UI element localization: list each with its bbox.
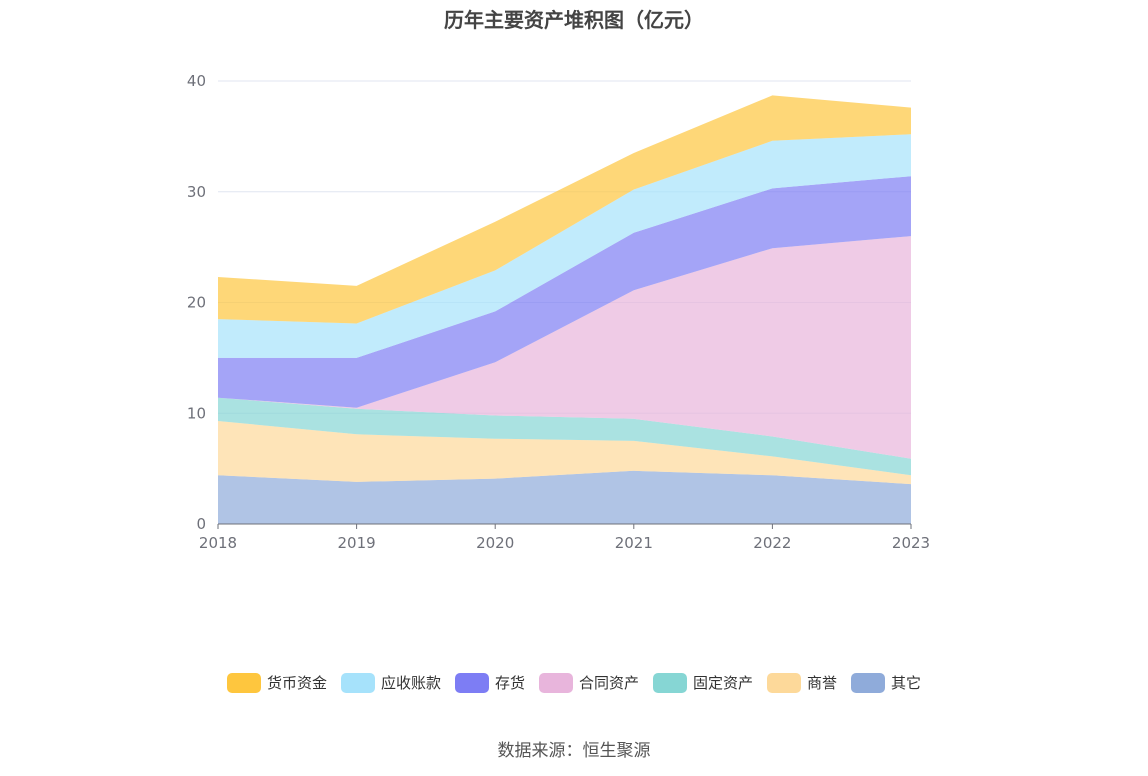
- y-tick-label: 40: [187, 72, 206, 90]
- x-tick-label: 2020: [476, 534, 514, 552]
- legend-item[interactable]: 商誉: [767, 672, 837, 693]
- legend-swatch: [767, 672, 802, 693]
- legend-item[interactable]: 合同资产: [538, 672, 639, 693]
- legend-swatch: [454, 672, 489, 693]
- legend-item[interactable]: 其它: [851, 672, 921, 693]
- area-series-1: [218, 421, 911, 485]
- legend-swatch: [653, 672, 687, 693]
- area-series-4: [218, 176, 911, 408]
- chart-title: 历年主要资产堆积图（亿元）: [444, 8, 704, 32]
- chart-legend: 货币资金 应收账款 存货 合同资产 固定资产 商誉 其它: [0, 672, 1148, 693]
- legend-item[interactable]: 应收账款: [340, 672, 441, 693]
- legend-item[interactable]: 固定资产: [653, 672, 753, 693]
- legend-label: 应收账款: [380, 674, 441, 692]
- stacked-area-chart: 0 10 20 30 40 2018 2019 2020 2021 2022 2023: [187, 72, 930, 552]
- legend-swatch: [226, 672, 261, 693]
- legend-swatch: [340, 672, 375, 693]
- legend-label: 商誉: [807, 674, 838, 692]
- legend-item[interactable]: 存货: [454, 672, 525, 693]
- legend-label: 其它: [891, 674, 922, 692]
- y-tick-label: 30: [187, 183, 206, 201]
- data-source: 数据来源：恒生聚源: [497, 741, 651, 761]
- x-tick-label: 2023: [892, 534, 930, 552]
- y-tick-label: 0: [196, 515, 206, 533]
- area-series-3: [218, 236, 911, 459]
- y-tick-label: 10: [187, 404, 206, 422]
- area-series-6: [218, 95, 911, 324]
- x-tick-label: 2021: [615, 534, 653, 552]
- area-series-2: [218, 397, 911, 476]
- legend-swatch: [851, 672, 886, 693]
- area-series-5: [218, 134, 911, 358]
- legend-label: 固定资产: [693, 674, 754, 692]
- legend-label: 合同资产: [578, 674, 639, 692]
- legend-item[interactable]: 货币资金: [226, 672, 327, 693]
- area-series-0: [218, 470, 911, 524]
- x-tick-label: 2018: [199, 534, 237, 552]
- y-tick-label: 20: [187, 294, 206, 312]
- legend-label: 存货: [494, 674, 525, 692]
- legend-label: 货币资金: [266, 674, 327, 692]
- x-tick-label: 2022: [753, 534, 791, 552]
- x-tick-label: 2019: [338, 534, 376, 552]
- legend-swatch: [538, 672, 573, 693]
